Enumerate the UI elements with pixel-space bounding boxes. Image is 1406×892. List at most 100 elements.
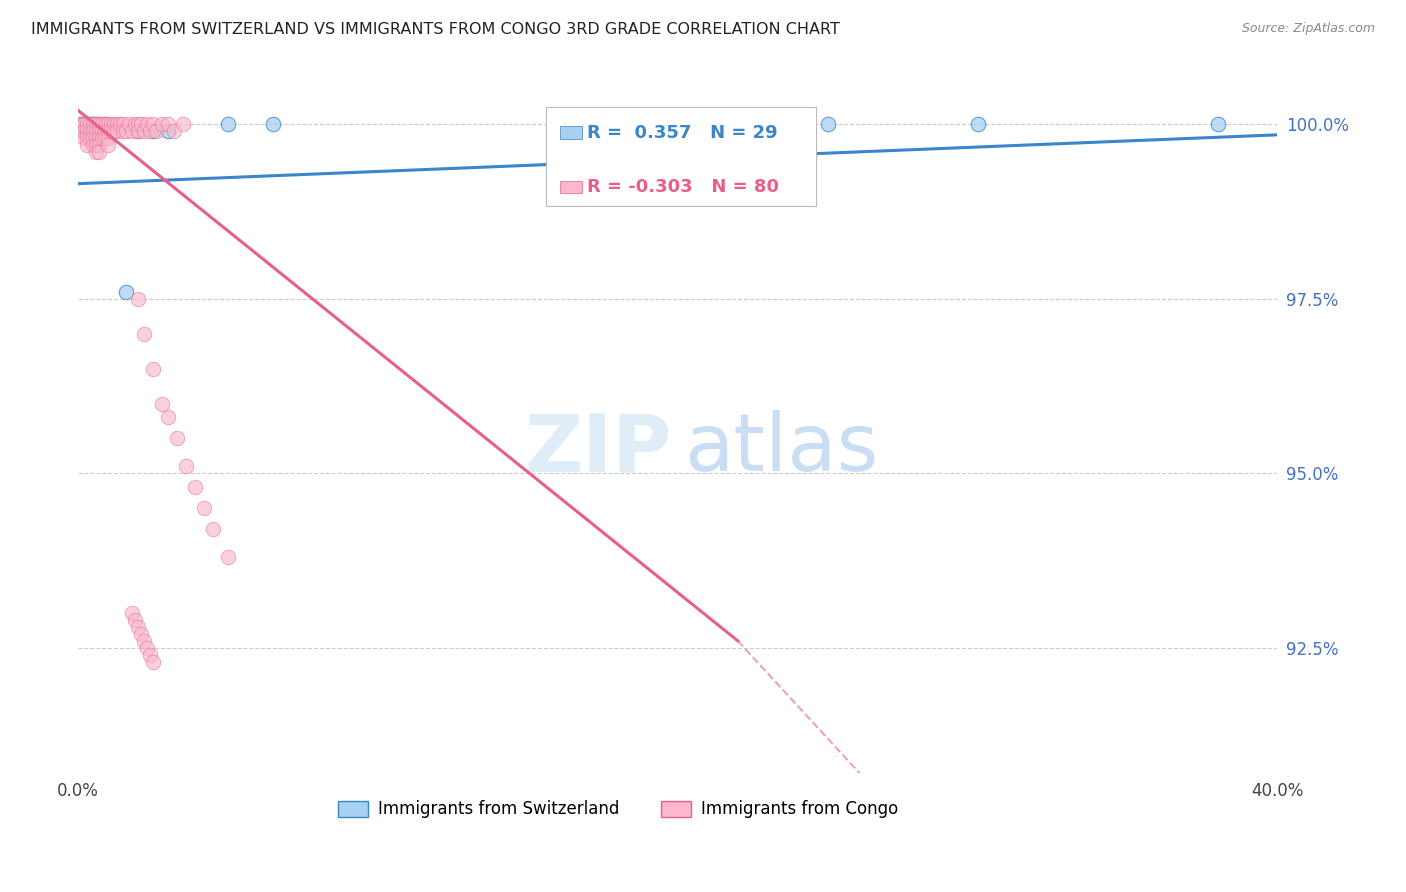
Point [817,117,839,131]
Point [139,124,162,138]
Point [217,550,239,565]
Point [84,138,107,153]
Point [84,124,107,138]
Point [184,480,207,494]
Point [76,131,98,145]
Point [202,522,225,536]
Point [142,361,165,376]
Point [127,124,149,138]
FancyBboxPatch shape [546,107,815,206]
Point [73,124,96,138]
Point [82,117,104,131]
Point [136,640,159,655]
Point [129,627,152,641]
Point [157,117,180,131]
Point [105,124,128,138]
Point [82,138,104,153]
Point [132,124,155,138]
Point [97,124,120,138]
Point [84,124,107,138]
Point [142,124,165,138]
Point [217,117,239,131]
Point [172,117,194,131]
Point [115,124,138,138]
Point [262,117,284,131]
Point [112,117,135,131]
Point [94,124,117,138]
Point [124,117,146,131]
Point [79,124,101,138]
Point [94,117,117,131]
Point [103,124,125,138]
Point [966,117,988,131]
Point [79,131,101,145]
Point [129,117,152,131]
Point [145,124,167,138]
Point [76,124,98,138]
Point [82,131,104,145]
Point [157,410,180,425]
Point [118,117,141,131]
Point [91,124,114,138]
FancyBboxPatch shape [560,127,582,139]
Point [127,292,149,306]
Point [115,285,138,299]
Point [87,138,110,153]
Point [76,138,98,153]
Text: atlas: atlas [683,410,879,488]
Point [139,648,162,662]
Point [193,501,215,516]
Point [84,117,107,131]
Point [82,117,104,131]
Point [87,117,110,131]
Point [103,124,125,138]
Text: ZIP: ZIP [524,410,672,488]
Point [82,124,104,138]
Point [79,117,101,131]
Point [91,117,114,131]
Point [105,117,128,131]
FancyBboxPatch shape [560,180,582,194]
Point [91,124,114,138]
Point [87,117,110,131]
Point [87,124,110,138]
Point [97,117,120,131]
Point [1206,117,1229,131]
Point [70,124,93,138]
Point [108,117,131,131]
Point [132,326,155,341]
Point [76,117,98,131]
Point [84,117,107,131]
Text: IMMIGRANTS FROM SWITZERLAND VS IMMIGRANTS FROM CONGO 3RD GRADE CORRELATION CHART: IMMIGRANTS FROM SWITZERLAND VS IMMIGRANT… [31,22,839,37]
Point [97,131,120,145]
Point [73,117,96,131]
Point [84,131,107,145]
Point [73,117,96,131]
Point [163,124,186,138]
Point [136,117,159,131]
Point [127,117,149,131]
Point [112,124,135,138]
Point [174,459,197,474]
Point [79,124,101,138]
Point [87,145,110,160]
Point [127,124,149,138]
Point [142,655,165,669]
Point [121,124,143,138]
Point [84,145,107,160]
Point [97,138,120,153]
Point [150,117,173,131]
Point [94,131,117,145]
Point [79,117,101,131]
Point [100,117,122,131]
Text: Source: ZipAtlas.com: Source: ZipAtlas.com [1241,22,1375,36]
Point [97,124,120,138]
Point [103,117,125,131]
Legend: Immigrants from Switzerland, Immigrants from Congo: Immigrants from Switzerland, Immigrants … [330,794,904,825]
Point [87,131,110,145]
Point [157,124,180,138]
Point [70,117,93,131]
Point [94,117,117,131]
Point [70,117,93,131]
Point [82,124,104,138]
